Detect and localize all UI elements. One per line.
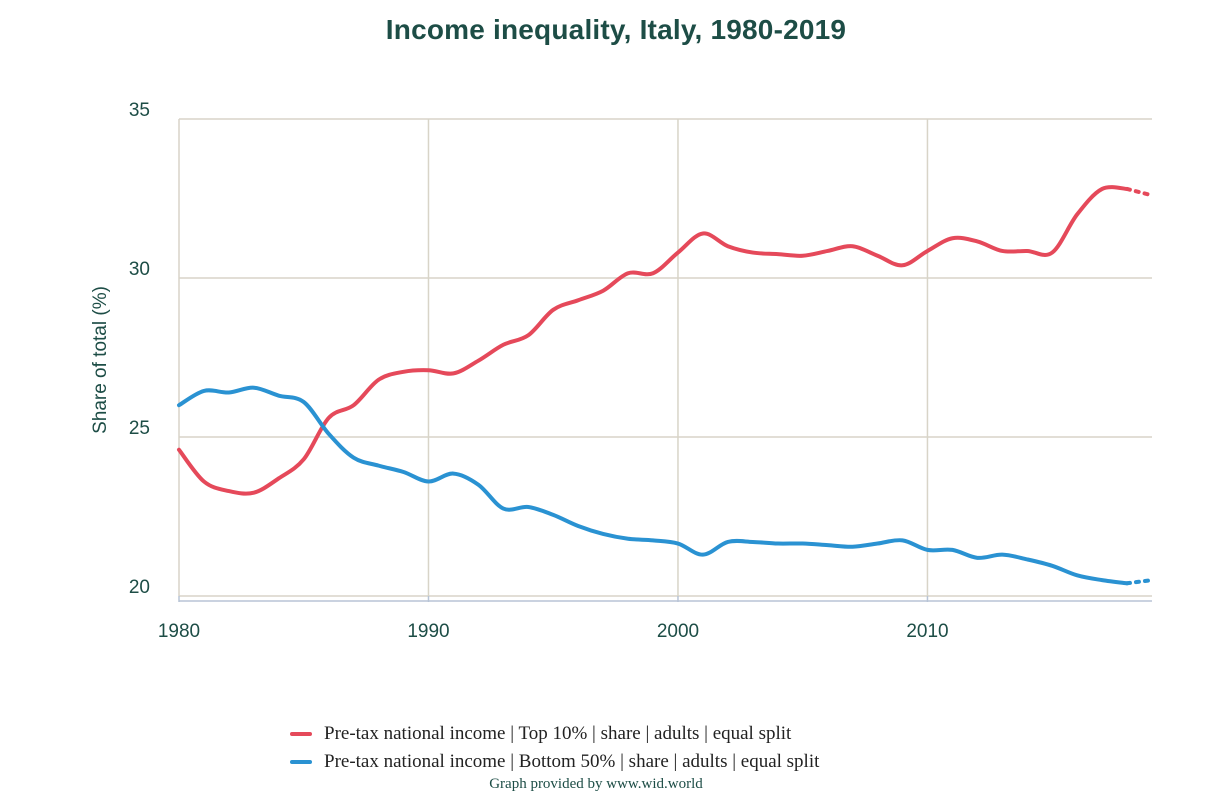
y-tick-label-25: 25 — [129, 418, 150, 439]
x-tick-label-1990: 1990 — [407, 621, 449, 642]
series-line-top10[interactable] — [177, 185, 1130, 496]
y-tick-label-20: 20 — [129, 577, 150, 598]
series-line-bottom50-projection[interactable] — [1125, 578, 1154, 586]
credit-text: Graph provided by www.wid.world — [489, 776, 703, 792]
series-line-top10-projection[interactable] — [1125, 186, 1154, 198]
y-tick-label-30: 30 — [129, 259, 150, 280]
legend-item-bottom50[interactable]: Pre-tax national income | Bottom 50% | s… — [290, 748, 819, 776]
gridlines — [178, 118, 1152, 597]
series-line-bottom50[interactable] — [177, 385, 1130, 586]
legend-label-bottom50: Pre-tax national income | Bottom 50% | s… — [324, 751, 820, 772]
series-lines — [177, 185, 1154, 586]
y-tick-label-35: 35 — [129, 100, 150, 121]
y-axis-label: Share of total (%) — [90, 286, 111, 434]
legend: Pre-tax national income | Top 10% | shar… — [290, 720, 819, 776]
chart-title: Income inequality, Italy, 1980-2019 — [385, 14, 847, 45]
legend-swatch-bottom50 — [290, 760, 312, 764]
x-tick-label-2010: 2010 — [906, 621, 948, 642]
legend-item-top10[interactable]: Pre-tax national income | Top 10% | shar… — [290, 720, 819, 748]
axes: 20 25 30 35 1980 1990 2000 2010 — [129, 100, 1152, 642]
legend-swatch-top10 — [290, 732, 312, 736]
x-tick-label-2000: 2000 — [657, 621, 699, 642]
x-tick-label-1980: 1980 — [158, 621, 200, 642]
legend-label-top10: Pre-tax national income | Top 10% | shar… — [324, 723, 792, 744]
